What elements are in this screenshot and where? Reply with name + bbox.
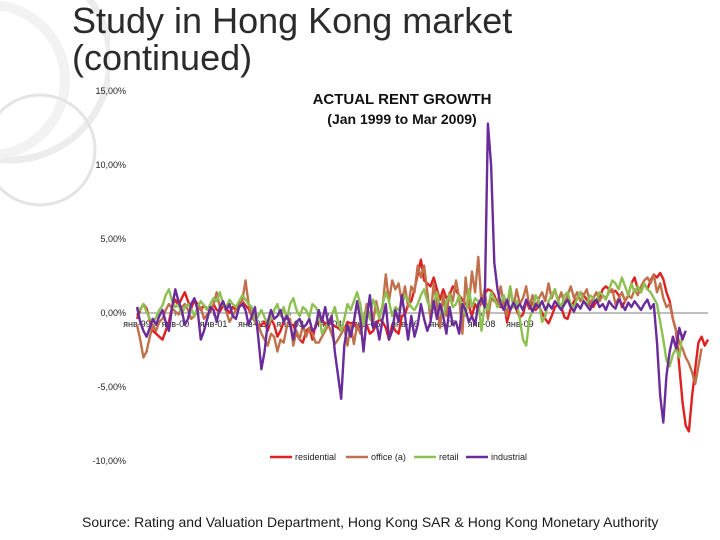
source-note: Source: Rating and Valuation Department,…	[82, 514, 659, 530]
legend-label-retail: retail	[439, 452, 459, 462]
x-tick-label: янв-02	[238, 319, 266, 329]
chart-title: ACTUAL RENT GROWTH	[313, 91, 492, 108]
x-tick-label: янв-00	[161, 319, 189, 329]
series-line-residential	[135, 258, 710, 433]
y-tick-label: 0,00%	[100, 308, 126, 318]
series-line-industrial	[135, 122, 687, 424]
legend-label-office-a: office (a)	[371, 452, 406, 462]
y-tick-label: -5,00%	[97, 382, 126, 392]
y-tick-label: -10,00%	[92, 456, 126, 466]
slide-title: Study in Hong Kong market (continued)	[72, 2, 592, 76]
x-tick-label: янв-07	[429, 319, 457, 329]
slide-title-line-1: Study in Hong Kong market	[72, 0, 513, 41]
series-line-retail	[136, 276, 684, 368]
decorative-rings	[0, 0, 110, 207]
rent-growth-chart: ACTUAL RENT GROWTH (Jan 1999 to Mar 2009)…	[92, 86, 710, 466]
y-tick-label: 5,00%	[100, 234, 126, 244]
x-tick-label: янв-01	[200, 319, 228, 329]
slide-title-line-2: (continued)	[72, 37, 253, 78]
x-tick-label: янв-99	[123, 319, 151, 329]
y-tick-label: 10,00%	[95, 160, 126, 170]
y-tick-label: 15,00%	[95, 86, 126, 96]
legend-label-industrial: industrial	[491, 452, 527, 462]
legend-label-residential: residential	[295, 452, 336, 462]
chart-subtitle: (Jan 1999 to Mar 2009)	[327, 111, 476, 127]
